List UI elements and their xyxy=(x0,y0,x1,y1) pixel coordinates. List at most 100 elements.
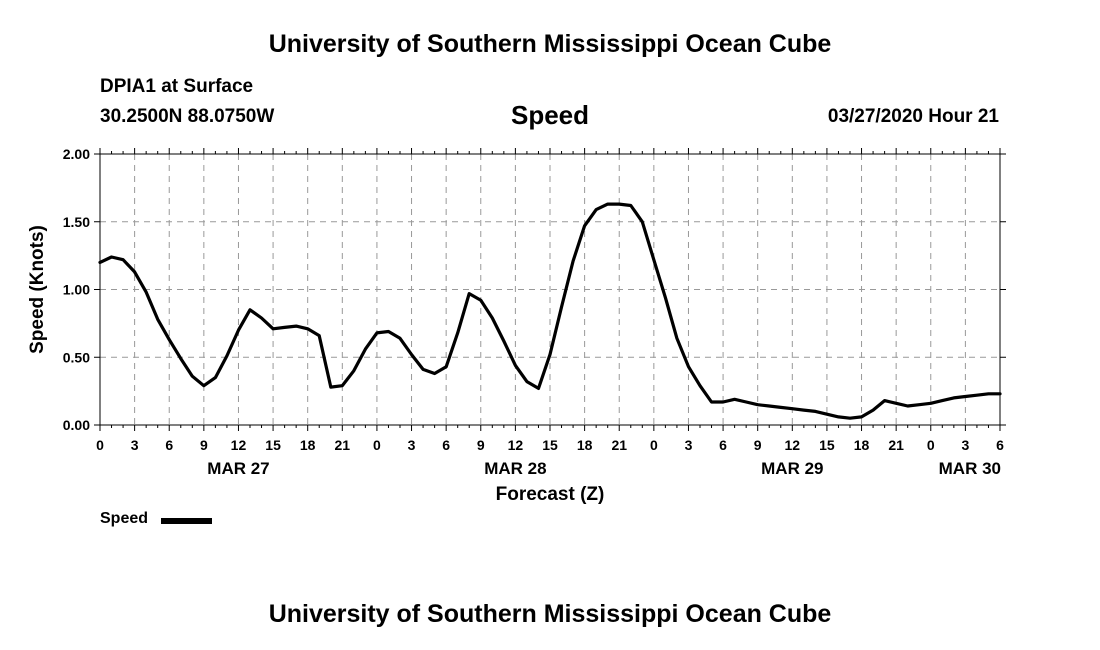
chart-variable-title: Speed xyxy=(510,100,590,130)
data-point xyxy=(249,309,251,311)
data-point xyxy=(353,370,355,372)
data-point xyxy=(445,366,447,368)
x-tick-label: 21 xyxy=(888,437,904,453)
data-point xyxy=(595,208,597,211)
data-point xyxy=(503,340,505,342)
data-point xyxy=(618,203,620,205)
data-point xyxy=(560,306,563,308)
day-label: MAR 30 xyxy=(939,459,1001,478)
data-point xyxy=(330,386,332,388)
x-tick-label: 21 xyxy=(611,437,627,453)
data-point xyxy=(780,406,782,408)
data-point xyxy=(987,393,990,395)
y-tick-label: 1.00 xyxy=(63,282,90,298)
x-tick-label: 6 xyxy=(165,437,173,453)
x-tick-label: 12 xyxy=(508,437,524,453)
x-tick-label: 12 xyxy=(231,437,247,453)
data-point xyxy=(676,337,678,339)
x-tick-label: 15 xyxy=(819,437,835,453)
data-point xyxy=(757,404,759,406)
x-tick-label: 0 xyxy=(373,437,381,453)
data-point xyxy=(237,329,240,331)
data-point xyxy=(941,400,943,402)
day-label: MAR 27 xyxy=(207,459,269,478)
legend-label: Speed xyxy=(100,510,149,527)
data-point xyxy=(849,417,851,419)
data-point xyxy=(410,353,413,356)
plot-frame xyxy=(99,153,1001,426)
data-point xyxy=(860,416,863,418)
data-point xyxy=(872,409,874,411)
x-tick-label: 9 xyxy=(477,437,485,453)
x-tick-label: 3 xyxy=(685,437,693,453)
data-point xyxy=(318,334,320,337)
y-tick-label: 0.50 xyxy=(63,349,90,365)
data-point xyxy=(537,387,540,390)
data-point xyxy=(295,325,297,327)
x-tick-label: 18 xyxy=(577,437,593,453)
x-tick-label: 6 xyxy=(996,437,1004,453)
data-point xyxy=(745,401,747,403)
x-tick-label: 9 xyxy=(200,437,208,453)
x-tick-label: 6 xyxy=(719,437,727,453)
data-point xyxy=(364,348,366,350)
data-point xyxy=(895,402,897,404)
data-point xyxy=(214,376,216,379)
data-point xyxy=(99,261,101,263)
data-point xyxy=(572,260,574,262)
data-point xyxy=(630,204,632,207)
y-tick-label: 0.00 xyxy=(63,417,90,433)
day-label: MAR 29 xyxy=(761,459,823,478)
data-point xyxy=(341,385,343,387)
day-label: MAR 28 xyxy=(484,459,546,478)
chart-footer-title: University of Southern Mississippi Ocean… xyxy=(268,600,832,628)
data-point xyxy=(157,318,159,320)
data-point xyxy=(422,368,424,371)
data-point xyxy=(307,328,309,330)
data-point xyxy=(168,339,170,341)
data-point xyxy=(641,221,643,223)
data-point xyxy=(457,332,459,334)
x-tick-label: 15 xyxy=(542,437,558,453)
x-tick-label: 18 xyxy=(300,437,316,453)
data-point xyxy=(434,372,436,375)
y-tick-label: 1.50 xyxy=(63,214,90,230)
data-point xyxy=(110,256,113,258)
data-point xyxy=(930,402,932,404)
data-point xyxy=(837,416,840,418)
x-tick-label: 18 xyxy=(854,437,870,453)
data-point xyxy=(134,271,136,273)
data-point xyxy=(953,397,955,399)
data-point xyxy=(526,381,528,383)
data-point xyxy=(399,337,401,339)
data-point xyxy=(145,291,147,293)
data-point xyxy=(607,203,609,205)
data-point xyxy=(387,330,390,333)
y-tick-label: 2.00 xyxy=(63,146,90,162)
data-point xyxy=(191,375,193,377)
data-point xyxy=(122,259,124,261)
x-tick-label: 9 xyxy=(754,437,762,453)
x-tick-label: 3 xyxy=(961,437,969,453)
data-point xyxy=(768,405,770,407)
x-tick-label: 12 xyxy=(785,437,801,453)
data-point xyxy=(999,393,1001,395)
data-point xyxy=(907,405,909,407)
data-point xyxy=(180,358,182,360)
data-point xyxy=(884,400,886,402)
station-name: DPIA1 at Surface xyxy=(100,76,254,97)
data-point xyxy=(734,398,736,400)
data-point xyxy=(260,317,263,319)
legend-line-swatch xyxy=(161,518,212,524)
data-point xyxy=(791,408,793,410)
data-point xyxy=(803,409,805,411)
data-point xyxy=(964,395,966,398)
data-point xyxy=(687,366,690,368)
data-point xyxy=(664,297,666,299)
data-point xyxy=(826,413,828,415)
data-point xyxy=(203,385,205,387)
forecast-datetime: 03/27/2020 Hour 21 xyxy=(827,106,999,127)
data-point xyxy=(699,385,701,387)
data-point xyxy=(284,326,286,329)
x-tick-label: 21 xyxy=(335,437,351,453)
